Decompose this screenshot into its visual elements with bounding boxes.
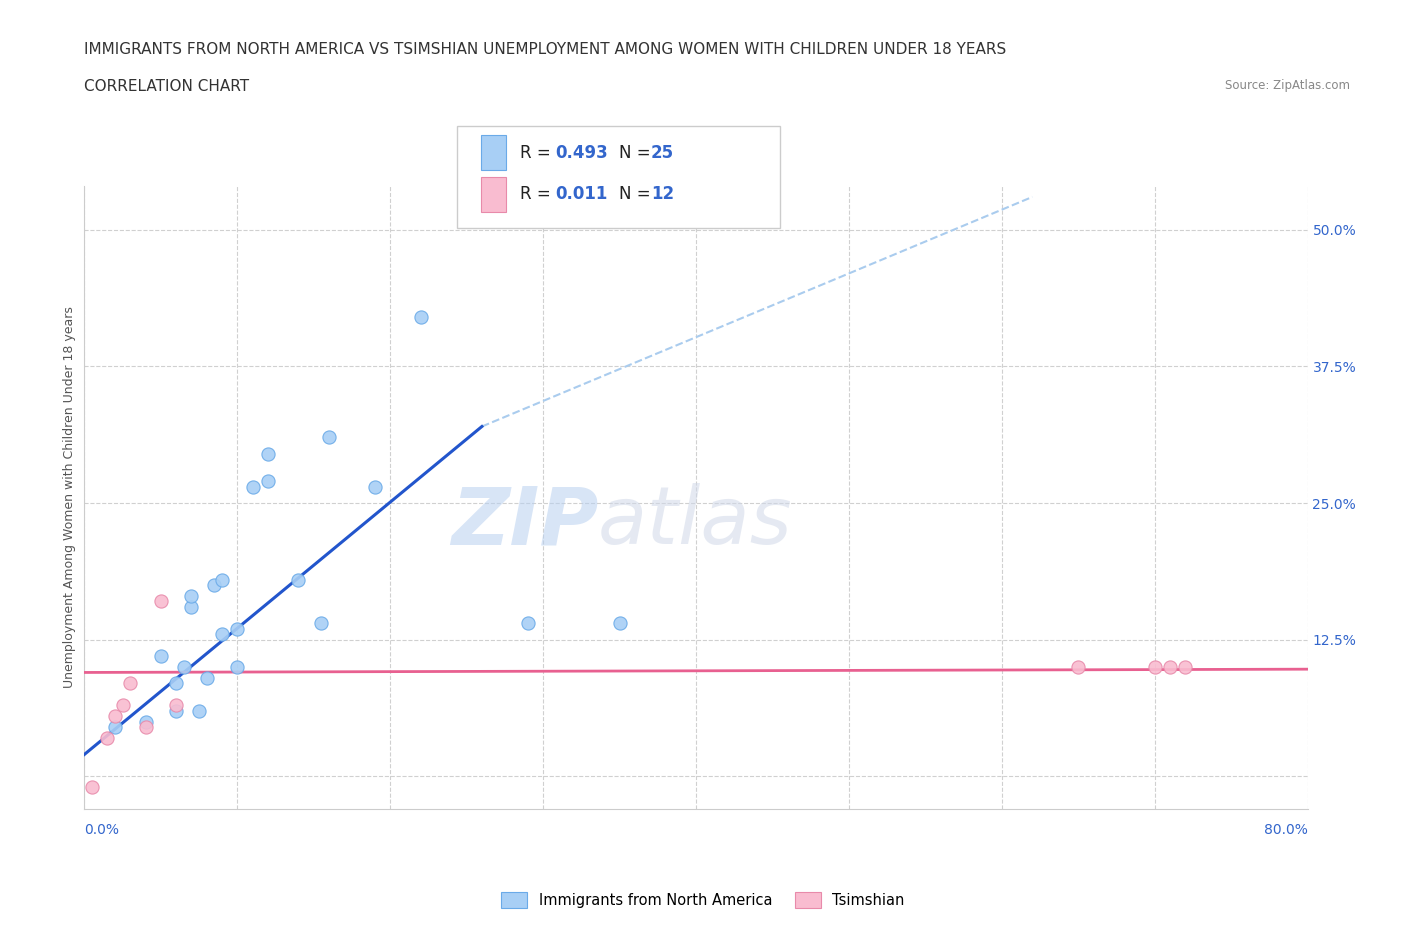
Point	[104, 709, 127, 724]
Text: IMMIGRANTS FROM NORTH AMERICA VS TSIMSHIAN UNEMPLOYMENT AMONG WOMEN WITH CHILDRE: IMMIGRANTS FROM NORTH AMERICA VS TSIMSHI…	[84, 42, 1007, 57]
Point	[516, 616, 538, 631]
Point	[165, 698, 187, 712]
Text: 0.011: 0.011	[555, 185, 607, 204]
Text: CORRELATION CHART: CORRELATION CHART	[84, 79, 249, 94]
Text: Source: ZipAtlas.com: Source: ZipAtlas.com	[1225, 79, 1350, 92]
Point	[173, 659, 195, 674]
Point	[202, 578, 225, 592]
Text: atlas: atlas	[598, 484, 793, 562]
Text: N =: N =	[619, 185, 655, 204]
Point	[1174, 659, 1197, 674]
Point	[1067, 659, 1090, 674]
Text: R =: R =	[520, 185, 561, 204]
Point	[211, 572, 233, 587]
Text: ZIP: ZIP	[451, 484, 598, 562]
Point	[135, 714, 157, 729]
Point	[195, 671, 218, 685]
Point	[226, 621, 249, 636]
Point	[165, 703, 187, 718]
Point	[80, 779, 103, 794]
Point	[180, 589, 202, 604]
Text: 12: 12	[651, 185, 673, 204]
Point	[311, 616, 333, 631]
Y-axis label: Unemployment Among Women with Children Under 18 years: Unemployment Among Women with Children U…	[63, 307, 76, 688]
Point	[318, 430, 340, 445]
Point	[180, 600, 202, 615]
Point	[609, 616, 631, 631]
Point	[104, 720, 127, 735]
Point	[149, 648, 172, 663]
Point	[364, 479, 387, 494]
Point	[226, 659, 249, 674]
Point	[211, 627, 233, 642]
Text: 80.0%: 80.0%	[1264, 823, 1308, 837]
Text: 0.493: 0.493	[555, 143, 609, 162]
Point	[120, 676, 142, 691]
Point	[165, 676, 187, 691]
Point	[242, 479, 264, 494]
Text: N =: N =	[619, 143, 655, 162]
Text: 25: 25	[651, 143, 673, 162]
Text: 0.0%: 0.0%	[84, 823, 120, 837]
Legend: Immigrants from North America, Tsimshian: Immigrants from North America, Tsimshian	[495, 886, 911, 913]
Point	[257, 473, 280, 488]
Point	[1143, 659, 1166, 674]
Point	[135, 720, 157, 735]
Point	[96, 731, 118, 746]
Text: R =: R =	[520, 143, 557, 162]
Point	[409, 310, 432, 325]
Point	[111, 698, 134, 712]
Point	[188, 703, 211, 718]
Point	[1159, 659, 1181, 674]
Point	[257, 446, 280, 461]
Point	[149, 594, 172, 609]
Point	[287, 572, 309, 587]
